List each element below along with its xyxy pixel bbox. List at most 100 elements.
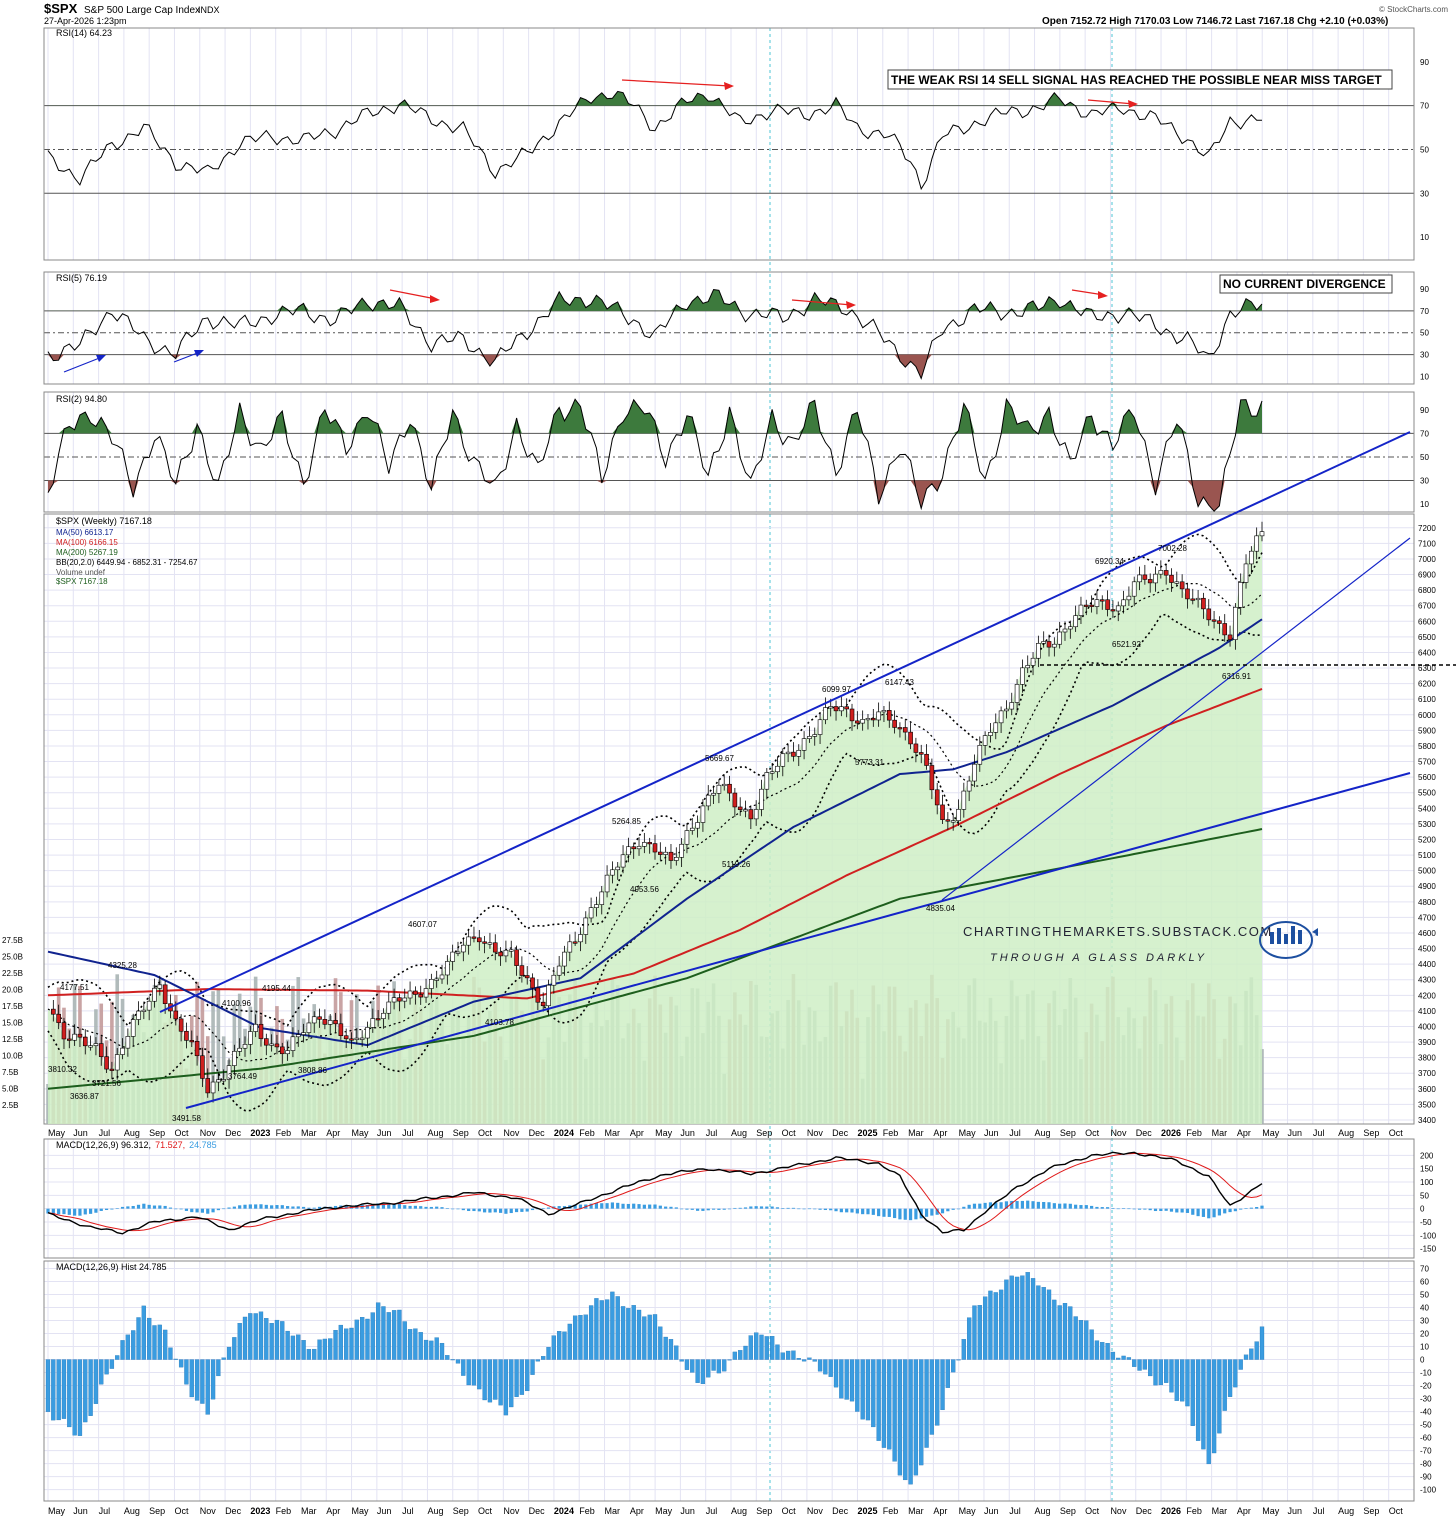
candle-body bbox=[993, 722, 999, 733]
hist-bar bbox=[982, 1296, 988, 1360]
macd-hist-bar bbox=[797, 1208, 801, 1210]
candle-body bbox=[1099, 599, 1105, 602]
macd-hist-bar bbox=[227, 1207, 231, 1209]
candle-body bbox=[120, 1047, 125, 1055]
macd-hist-bar bbox=[839, 1208, 843, 1213]
rsi5-panel: RSI(5) 76.19 NO CURRENT DIVERGENCE bbox=[43, 271, 1415, 385]
hist-bar bbox=[594, 1298, 599, 1360]
hist-bar bbox=[1020, 1275, 1025, 1360]
candle-body bbox=[769, 771, 775, 774]
time-axis-label: Aug bbox=[124, 1506, 140, 1516]
time-axis-label: Sep bbox=[149, 1128, 165, 1138]
candle-body bbox=[66, 1038, 72, 1041]
candle-body bbox=[540, 1001, 546, 1007]
oscillator-tick-label: 50 bbox=[1420, 145, 1429, 154]
hist-bar bbox=[1217, 1359, 1222, 1434]
candle-body bbox=[796, 750, 802, 757]
price-tick-label: 3500 bbox=[1418, 1100, 1436, 1109]
price-tick-label: 4700 bbox=[1418, 913, 1436, 922]
hist-bar bbox=[807, 1357, 812, 1360]
hist-bar bbox=[162, 1329, 168, 1360]
candle-body bbox=[972, 763, 977, 782]
candle-body bbox=[130, 1019, 136, 1037]
candle-body bbox=[865, 718, 871, 721]
hist-bar bbox=[636, 1309, 642, 1360]
macd-hist-bar bbox=[525, 1208, 529, 1212]
hist-bar bbox=[833, 1359, 839, 1388]
hist-bar bbox=[1084, 1320, 1089, 1360]
candle-body bbox=[1147, 579, 1153, 584]
datetime: 27-Apr-2026 1:23pm bbox=[44, 16, 127, 26]
hist-bar bbox=[72, 1359, 77, 1436]
hist-bar bbox=[785, 1350, 791, 1360]
candle-body bbox=[1169, 574, 1174, 583]
candle-body bbox=[125, 1036, 131, 1049]
macd-hist-bar bbox=[658, 1205, 662, 1209]
candle-body bbox=[934, 789, 940, 806]
oscillator-tick-label: 90 bbox=[1420, 58, 1429, 67]
macd-hist-bar bbox=[1132, 1208, 1136, 1210]
time-axis-label: Jul bbox=[706, 1128, 718, 1138]
price-tick-label: 5600 bbox=[1418, 773, 1436, 782]
price-tick-label: 4800 bbox=[1418, 898, 1436, 907]
hist-bar bbox=[663, 1336, 668, 1360]
volume-tick-label: 2.5B bbox=[2, 1101, 18, 1110]
hist-bar bbox=[631, 1305, 636, 1360]
macd-hist-bar bbox=[232, 1206, 236, 1209]
candle-body bbox=[317, 1016, 322, 1020]
candle-body bbox=[1073, 615, 1078, 628]
time-axis-label: Apr bbox=[630, 1128, 644, 1138]
hist-bar bbox=[652, 1314, 658, 1360]
hist-bar bbox=[322, 1338, 328, 1360]
macd-hist-bar bbox=[413, 1205, 417, 1209]
candle-body bbox=[732, 792, 738, 808]
price-annotation: 4195.44 bbox=[262, 984, 291, 993]
macd-hist-bar bbox=[1244, 1208, 1248, 1209]
hist-bar bbox=[748, 1335, 753, 1360]
hist-bar bbox=[583, 1314, 588, 1360]
candle-body bbox=[892, 719, 897, 728]
candle-body bbox=[1025, 665, 1031, 669]
hist-bar bbox=[67, 1359, 72, 1428]
candle-body bbox=[1174, 581, 1180, 584]
hist-bar bbox=[503, 1359, 509, 1416]
hist-bar bbox=[381, 1306, 386, 1360]
candle-body bbox=[423, 988, 429, 998]
macd-hist-bar bbox=[962, 1206, 966, 1209]
macd-hist-bar bbox=[275, 1205, 279, 1209]
price-tick-label: 6000 bbox=[1418, 711, 1436, 720]
hist-bar bbox=[647, 1314, 652, 1360]
macd-hist-bar bbox=[685, 1208, 689, 1210]
hist-tick-label: -30 bbox=[1420, 1395, 1432, 1404]
candle-body bbox=[1105, 599, 1110, 610]
macd-hist-bar bbox=[376, 1203, 380, 1209]
macd-hist-bar bbox=[573, 1204, 577, 1209]
candle-body bbox=[503, 949, 509, 957]
candle-body bbox=[839, 706, 844, 712]
candle-body bbox=[1009, 702, 1015, 710]
time-axis-label: Jun bbox=[377, 1128, 392, 1138]
rsi2-line bbox=[47, 397, 1263, 512]
macd-hist-bar bbox=[1084, 1205, 1088, 1209]
candle-body bbox=[445, 961, 450, 976]
price-tick-label: 4400 bbox=[1418, 960, 1436, 969]
candle-body bbox=[578, 934, 583, 943]
time-axis-label: Dec bbox=[529, 1128, 546, 1138]
price-tick-label: 6600 bbox=[1418, 617, 1436, 626]
macd-hist-bar bbox=[365, 1204, 370, 1209]
price-tick-label: 4200 bbox=[1418, 991, 1436, 1000]
candle-body bbox=[88, 1045, 93, 1048]
hist-bar bbox=[370, 1312, 375, 1360]
price-tick-label: 6900 bbox=[1418, 571, 1436, 580]
macd-hist-bar bbox=[1079, 1205, 1083, 1209]
candle-body bbox=[1131, 581, 1137, 597]
hist-tick-label: -40 bbox=[1420, 1408, 1432, 1417]
time-axis-label: Jul bbox=[99, 1506, 111, 1516]
hist-bar bbox=[498, 1359, 503, 1406]
macd-hist-bar bbox=[206, 1208, 210, 1214]
macd-hist-bar bbox=[871, 1208, 875, 1215]
candle-body bbox=[961, 790, 967, 810]
hist-bar bbox=[791, 1350, 796, 1360]
hist-bar bbox=[471, 1359, 477, 1386]
hist-bar bbox=[897, 1359, 903, 1476]
